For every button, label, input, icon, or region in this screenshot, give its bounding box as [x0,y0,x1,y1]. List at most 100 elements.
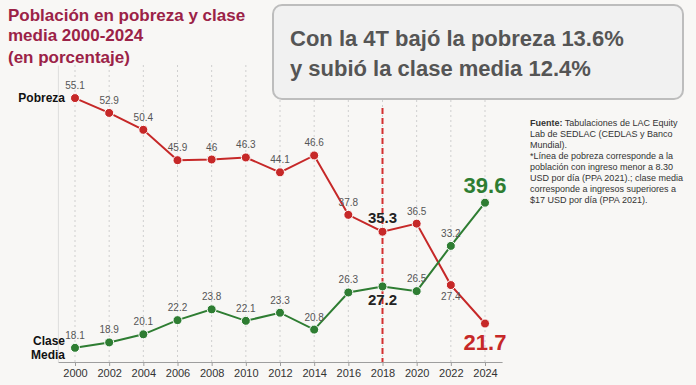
x-tick: 2002 [97,362,121,379]
x-tick-mark [451,362,452,366]
x-tick-mark [348,362,349,366]
x-tick: 2018 [371,362,395,379]
series-point [139,125,148,134]
grid-line [75,65,76,362]
source: Fuente: Tabulaciones de LAC Equity Lab d… [530,118,692,151]
data-label: 20.1 [134,316,154,327]
x-tick-label: 2004 [132,367,156,379]
data-label: 22.2 [168,302,188,313]
series-point [71,94,80,103]
series-point [241,153,250,162]
data-label: 35.3 [368,209,397,226]
x-tick-label: 2006 [166,367,190,379]
series-point [173,156,182,165]
data-label: 18.9 [99,324,119,335]
x-tick-label: 2018 [371,367,395,379]
data-label: 52.9 [99,95,119,106]
x-tick-mark [417,362,418,366]
series-point [344,210,353,219]
data-label: 36.5 [407,206,427,217]
x-tick-label: 2016 [337,367,361,379]
plot-area [71,94,490,362]
series-point [412,287,421,296]
data-label: 55.1 [65,80,85,91]
grid-line [450,65,451,362]
x-tick-label: 2008 [200,367,224,379]
x-tick-mark [75,362,76,366]
x-tick: 2016 [337,362,361,379]
x-tick: 2000 [63,362,87,379]
x-tick: 2022 [439,362,463,379]
series-line [75,98,485,323]
series-point [173,316,182,325]
data-label: 33.2 [441,228,461,239]
data-label: 46.3 [236,139,256,150]
x-tick-label: 2024 [473,367,497,379]
data-label: 22.1 [236,303,256,314]
data-label: 20.8 [304,312,324,323]
grid-line [211,65,212,362]
series-point [378,282,387,291]
x-tick: 2008 [200,362,224,379]
data-label: 44.1 [270,154,290,165]
data-label: 18.1 [65,330,85,341]
series-point [71,343,80,352]
series-point [481,319,490,328]
subtitle: (en porcentaje) [8,48,130,68]
title: Población en pobreza y clase media 2000-… [8,6,263,46]
series-point [105,108,114,117]
x-tick-mark [280,362,281,366]
series-point [481,198,490,207]
x-tick-mark [143,362,144,366]
data-label: 23.8 [202,291,222,302]
data-labels: 55.152.950.445.94646.344.146.637.835.336… [65,80,506,354]
headline-line: y subió la clase media 12.4% [290,54,666,84]
x-tick: 2006 [166,362,190,379]
x-tick-mark [314,362,315,366]
x-tick-mark [178,362,179,366]
data-label: 21.7 [464,330,507,355]
x-tick: 2024 [473,362,497,379]
x-tick-label: 2002 [97,367,121,379]
y-axis-line [58,66,59,363]
series-point [344,288,353,297]
data-label: 50.4 [134,112,154,123]
data-label: 46.6 [304,137,324,148]
series-point [378,227,387,236]
x-tick: 2020 [405,362,429,379]
x-tick-label: 2010 [234,367,258,379]
series-point [446,241,455,250]
x-tick-mark [383,362,384,366]
x-tick-label: 2020 [405,367,429,379]
x-tick-label: 2022 [439,367,463,379]
x-tick-mark [246,362,247,366]
series-point [310,151,319,160]
x-tick-mark [109,362,110,366]
x-tick: 2004 [132,362,156,379]
y-axis [58,66,59,363]
series-point [207,155,216,164]
series-point [276,308,285,317]
grid [75,65,485,362]
data-label: 26.5 [407,273,427,284]
x-tick-label: 2000 [63,367,87,379]
series-label: Pobreza [18,91,65,105]
series-label: ClaseMedia [31,334,65,362]
data-label: 46 [206,142,218,153]
series-labels: Pobreza ClaseMedia [18,91,65,362]
series-point [412,219,421,228]
x-tick-mark [485,362,486,366]
series-point [310,325,319,334]
series-point [446,281,455,290]
x-axis: 2000 2002 2004 2006 2008 2010 2012 2014 2016 2018… [58,362,502,379]
note: *Línea de pobreza corresponde a la pobla… [530,151,692,206]
x-tick-mark [212,362,213,366]
data-label: 37.8 [339,197,359,208]
x-tick-label: 2012 [268,367,292,379]
x-tick: 2010 [234,362,258,379]
series-point [276,168,285,177]
source-block: Fuente: Tabulaciones de LAC Equity Lab d… [530,118,692,206]
data-label: 23.3 [270,295,290,306]
series-point [241,316,250,325]
x-tick: 2014 [302,362,326,379]
